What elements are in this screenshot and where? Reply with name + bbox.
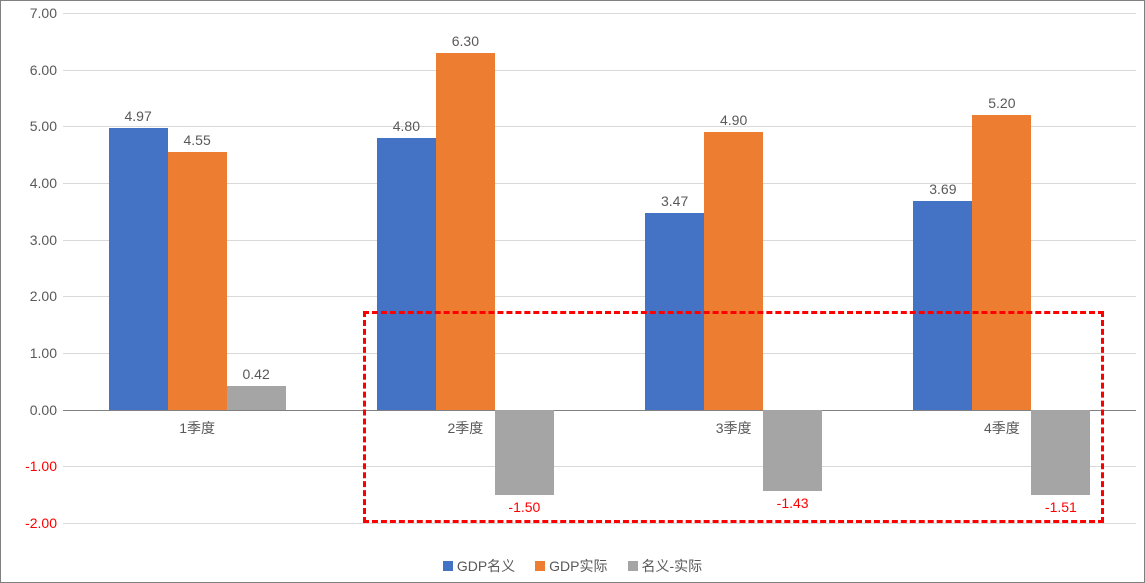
legend-label: GDP名义: [457, 556, 515, 576]
x-tick-label: 4季度: [984, 418, 1020, 438]
y-tick-label: 1.00: [30, 345, 57, 361]
bar: [972, 115, 1031, 410]
bar: [704, 132, 763, 410]
gridline: [63, 466, 1136, 467]
legend-label: 名义-实际: [642, 556, 703, 576]
legend-swatch: [535, 561, 545, 571]
bar: [168, 152, 227, 410]
x-tick-label: 2季度: [447, 418, 483, 438]
bar-value-label: 4.80: [393, 118, 420, 134]
legend-item: GDP名义: [443, 556, 515, 576]
y-tick-label: 7.00: [30, 5, 57, 21]
gridline: [63, 13, 1136, 14]
y-tick-label: 6.00: [30, 62, 57, 78]
bar: [227, 386, 286, 410]
bar: [1031, 410, 1090, 496]
bar: [495, 410, 554, 495]
legend-item: 名义-实际: [628, 556, 703, 576]
gridline: [63, 70, 1136, 71]
bar-value-label: 4.97: [124, 108, 151, 124]
y-tick-label: -1.00: [25, 458, 57, 474]
x-tick-label: 3季度: [716, 418, 752, 438]
gridline: [63, 523, 1136, 524]
bar: [763, 410, 822, 491]
legend-swatch: [443, 561, 453, 571]
legend-item: GDP实际: [535, 556, 607, 576]
legend-label: GDP实际: [549, 556, 607, 576]
bar-value-label: 6.30: [452, 33, 479, 49]
y-tick-label: 2.00: [30, 288, 57, 304]
x-tick-label: 1季度: [179, 418, 215, 438]
bar: [109, 128, 168, 410]
bar: [645, 213, 704, 410]
bar-value-label: 4.55: [184, 132, 211, 148]
y-tick-label: -2.00: [25, 515, 57, 531]
bar-value-label: 4.90: [720, 112, 747, 128]
y-tick-label: 4.00: [30, 175, 57, 191]
bar-value-label: -1.50: [508, 499, 540, 515]
gridline: [63, 410, 1136, 411]
bar: [377, 138, 436, 410]
bar-value-label: -1.51: [1045, 499, 1077, 515]
bar-value-label: -1.43: [777, 495, 809, 511]
legend-swatch: [628, 561, 638, 571]
bar-value-label: 3.47: [661, 193, 688, 209]
legend: GDP名义 GDP实际 名义-实际: [1, 556, 1144, 576]
plot-area: -2.00-1.000.001.002.003.004.005.006.007.…: [63, 13, 1136, 523]
bar-value-label: 3.69: [929, 181, 956, 197]
bar-value-label: 0.42: [243, 366, 270, 382]
y-tick-label: 0.00: [30, 402, 57, 418]
y-tick-label: 3.00: [30, 232, 57, 248]
gdp-quarterly-chart: -2.00 -1.00 0.00 1.00 2.00 3.00 4.00 5.00 6.00 7.…: [0, 0, 1145, 583]
bar: [913, 201, 972, 410]
bar: [436, 53, 495, 410]
y-tick-label: 5.00: [30, 118, 57, 134]
bar-value-label: 5.20: [988, 95, 1015, 111]
